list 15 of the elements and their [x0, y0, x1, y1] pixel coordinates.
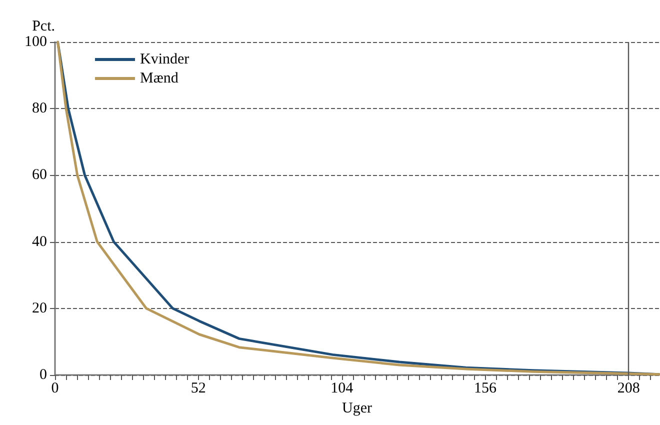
x-tick-label: 104	[330, 380, 354, 396]
x-tick-label: 52	[190, 380, 206, 396]
y-tick-label: 80	[32, 100, 47, 117]
x-axis-title: Uger	[342, 400, 372, 416]
y-tick-label: 0	[40, 367, 47, 383]
x-tick-label: 0	[51, 380, 59, 396]
x-tick-label: 156	[474, 380, 497, 396]
legend-label: Kvinder	[140, 52, 190, 68]
y-tick-label: 100	[24, 34, 47, 50]
y-tick-label: 40	[32, 234, 47, 250]
y-tick-label: 20	[32, 300, 47, 316]
y-axis-title: Pct.	[32, 18, 55, 34]
y-tick-label: 60	[32, 167, 47, 184]
legend-label: Mænd	[140, 70, 179, 86]
x-tick-label: 208	[617, 380, 640, 396]
